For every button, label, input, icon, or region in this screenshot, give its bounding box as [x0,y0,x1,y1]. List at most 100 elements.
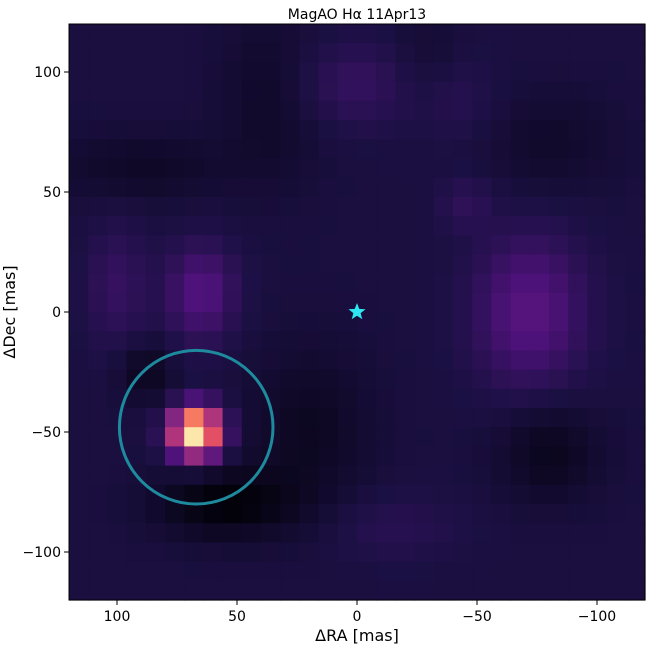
heatmap-cell [587,292,608,313]
heatmap-cell [433,408,454,428]
heatmap-cell [606,350,627,371]
heatmap-cell [529,331,550,351]
heatmap-cell [549,196,569,217]
heatmap-cell [625,273,646,294]
heatmap-cell [145,177,166,198]
heatmap-cell [625,216,646,236]
heatmap-cell [299,446,320,467]
heatmap-cell [510,254,531,275]
heatmap-cell [184,177,204,198]
heatmap-cell [414,292,435,313]
heatmap-cell [337,369,358,390]
heatmap-cell [241,331,262,351]
heatmap-cell [433,542,454,563]
heatmap-cell [337,62,358,83]
heatmap-cell [529,350,550,371]
heatmap-cell [568,542,588,563]
heatmap-cell [395,504,416,524]
heatmap-cell [625,504,646,524]
heatmap-cell [337,427,358,447]
heatmap-cell [357,504,377,524]
heatmap-cell [126,81,147,102]
heatmap-cell [280,292,300,313]
heatmap-cell [357,24,377,44]
heatmap-cell [376,43,396,63]
heatmap-cell [433,139,454,159]
heatmap-cell [376,446,396,467]
heatmap-cell [453,484,473,505]
heatmap-cell [88,196,108,217]
heatmap-cell [395,254,416,275]
heatmap-cell [510,273,531,294]
heatmap-cell [222,580,243,601]
heatmap-cell [145,235,166,255]
heatmap-cell [203,81,224,102]
heatmap-cell [568,196,588,217]
heatmap-cell [261,254,281,275]
heatmap-cell [165,504,185,524]
heatmap-cell [299,254,320,275]
heatmap-cell [395,446,416,467]
heatmap-cell [453,446,473,467]
heatmap-cell [337,292,358,313]
heatmap-cell [222,62,243,83]
heatmap-cell [491,504,512,524]
heatmap-cell [337,139,358,159]
heatmap-cell [625,446,646,467]
heatmap-cell [280,139,300,159]
heatmap-cell [414,331,435,351]
heatmap-cell [606,561,627,582]
heatmap-cell [606,465,627,486]
heatmap-cell [395,216,416,236]
heatmap-cell [414,177,435,198]
heatmap-cell [491,62,512,83]
heatmap-cell [241,196,262,217]
heatmap-cell [126,62,147,83]
heatmap-cell [491,427,512,447]
heatmap-cell [587,523,608,543]
heatmap-cell [299,62,320,83]
heatmap-cell [222,254,243,275]
heatmap-cell [625,158,646,179]
heatmap-cell [261,43,281,63]
heatmap-cell [222,388,243,409]
heatmap-cell [165,216,185,236]
heatmap-cell [184,81,204,102]
heatmap-cell [568,427,588,447]
heatmap-cell [357,312,377,332]
heatmap-cell [453,120,473,140]
heatmap-cell [568,81,588,102]
heatmap-cell [453,465,473,486]
heatmap-cell [203,331,224,351]
heatmap-cell [69,350,89,371]
heatmap-cell [414,561,435,582]
heatmap-cell [472,350,492,371]
heatmap-cell [88,504,108,524]
heatmap-cell [222,561,243,582]
heatmap-cell [568,62,588,83]
heatmap-cell [107,292,128,313]
heatmap-cell [261,312,281,332]
heatmap-cell [472,561,492,582]
heatmap-cell [318,62,339,83]
x-tick-label: −100 [578,609,616,625]
heatmap-cell [357,235,377,255]
heatmap-cell [510,62,531,83]
heatmap-cell [357,62,377,83]
heatmap-cell [510,120,531,140]
heatmap-cell [433,427,454,447]
heatmap-cell [549,388,569,409]
heatmap-cell [625,369,646,390]
heatmap-cell [69,523,89,543]
heatmap-cell [299,312,320,332]
heatmap-cell [280,158,300,179]
heatmap-cell [395,465,416,486]
heatmap-cell [549,235,569,255]
heatmap-cell [107,120,128,140]
heatmap-cell [107,542,128,563]
heatmap-cell [126,24,147,44]
heatmap-cell [376,523,396,543]
heatmap-cell [549,216,569,236]
heatmap-cell [529,580,550,601]
heatmap-cell [357,523,377,543]
